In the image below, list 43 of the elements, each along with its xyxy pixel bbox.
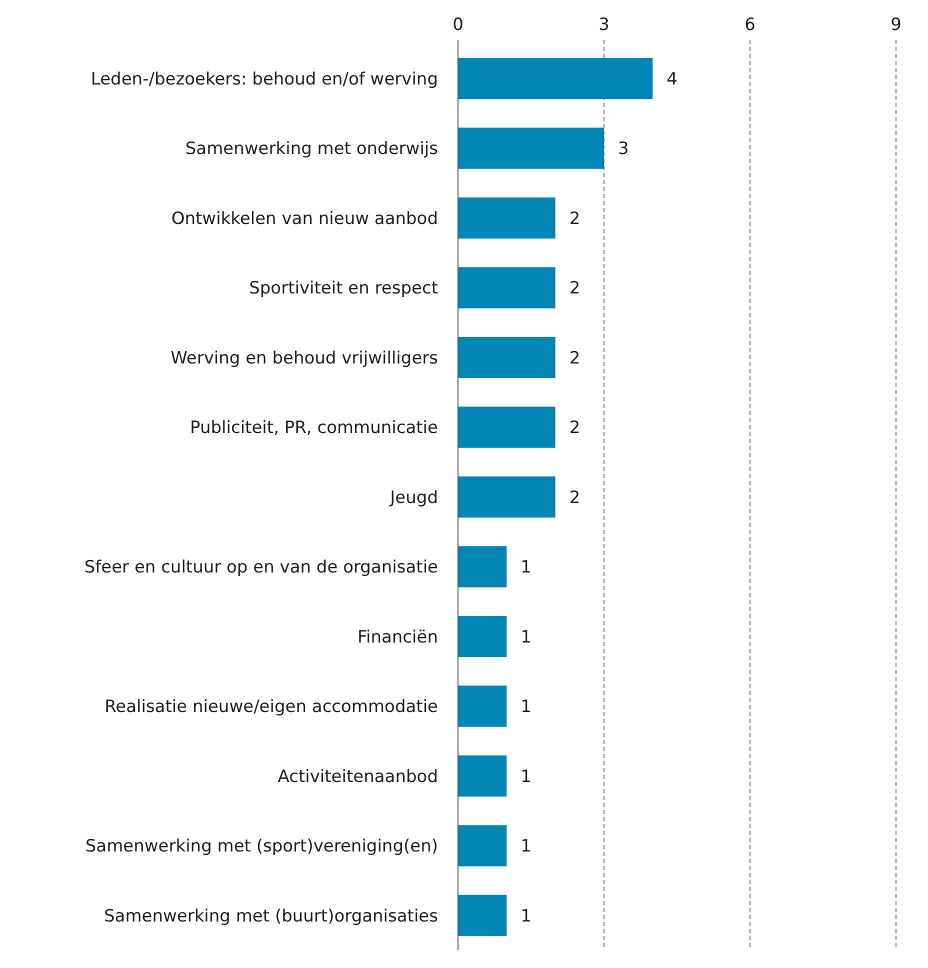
y-tick-label: Samenwerking met onderwijs [185,139,438,160]
data-label: 2 [569,208,580,229]
y-tick-label: Jeugd [389,488,438,508]
data-label: 3 [618,139,629,160]
data-label: 2 [569,488,580,508]
y-tick-label: Activiteitenaanbod [278,766,438,787]
x-tick-label: 0 [452,15,464,35]
bar [458,546,507,588]
bar [458,894,507,936]
bar [458,58,653,100]
data-label: 2 [569,348,580,368]
data-label: 1 [520,836,532,857]
y-tick-label: Publiciteit, PR, communicatie [190,418,438,438]
bar [458,406,556,448]
bar [458,336,556,378]
data-label: 1 [520,558,532,578]
y-tick-label: Sportiviteit en respect [249,278,438,299]
data-label: 2 [569,418,580,438]
data-label: 2 [569,278,580,299]
bar [458,267,556,308]
y-tick-label: Ontwikkelen van nieuw aanbod [171,208,438,229]
bar [458,616,507,658]
data-label: 4 [666,69,678,90]
y-tick-label: Realisatie nieuwe/eigen accommodatie [104,697,438,718]
bar [458,197,556,239]
x-tick-label: 3 [598,15,610,35]
bar [458,825,507,866]
y-tick-label: Leden-/bezoekers: behoud en/of werving [90,69,438,90]
data-label: 1 [520,766,532,787]
bar [458,128,604,169]
y-tick-label: Werving en behoud vrijwilligers [170,348,438,368]
data-label: 1 [520,906,532,926]
y-tick-label: Sfeer en cultuur op en van de organisatie [84,558,438,578]
y-tick-label: Financiën [357,627,438,648]
bar [458,755,507,797]
data-label: 1 [520,627,532,648]
y-tick-label: Samenwerking met (sport)vereniging(en) [85,836,438,857]
data-label: 1 [520,697,532,718]
y-tick-label: Samenwerking met (buurt)organisaties [104,906,438,926]
x-tick-label: 6 [744,15,756,35]
bar [458,686,507,727]
x-tick-label: 9 [890,15,902,35]
bar [458,476,556,518]
